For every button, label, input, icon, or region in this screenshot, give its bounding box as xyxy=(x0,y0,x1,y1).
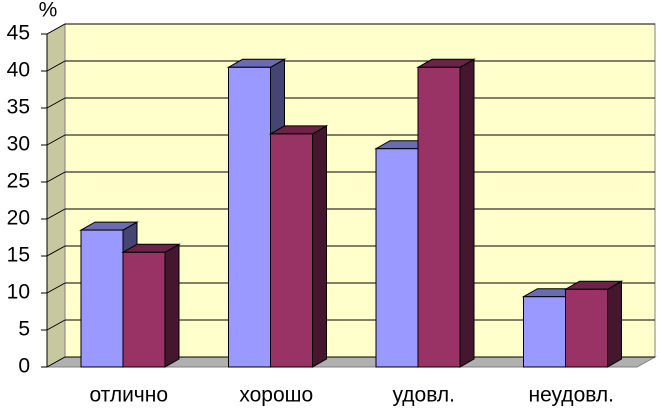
bar-side xyxy=(607,280,622,368)
bar-side xyxy=(459,58,475,368)
y-tick-label: 35 xyxy=(7,96,30,119)
y-tick-label: 25 xyxy=(7,170,30,193)
grid-line xyxy=(46,208,66,220)
y-tick-label: 15 xyxy=(7,244,30,267)
bar xyxy=(270,133,313,368)
y-tick-label: 40 xyxy=(7,59,30,82)
side-wall xyxy=(46,23,66,368)
bar xyxy=(417,66,461,368)
y-tick-label: 20 xyxy=(7,207,30,230)
grid-line xyxy=(46,282,66,294)
bar xyxy=(80,229,124,368)
x-tick-label: хорошо xyxy=(239,384,313,407)
bar-side xyxy=(164,243,180,368)
bar xyxy=(228,66,271,368)
grid-line xyxy=(46,60,66,72)
bar-side xyxy=(312,125,327,368)
y-tick-label: 30 xyxy=(7,133,30,156)
x-tick-label: отлично xyxy=(89,384,168,407)
y-tick-label: 0 xyxy=(18,355,30,378)
bar xyxy=(523,296,566,368)
x-tick-label: удовл. xyxy=(393,384,456,407)
grid-line xyxy=(46,356,66,368)
grid-line xyxy=(46,97,66,109)
grid-line xyxy=(46,245,66,257)
x-tick-label: неудовл. xyxy=(528,384,614,407)
bar xyxy=(375,148,419,368)
bar xyxy=(565,288,608,368)
y-axis-label: % xyxy=(39,0,58,22)
bar xyxy=(122,251,166,368)
grid-line xyxy=(46,319,66,331)
y-tick-label: 10 xyxy=(7,281,30,304)
grid-line xyxy=(46,171,66,183)
y-tick-label: 5 xyxy=(18,318,30,341)
grid-line xyxy=(46,134,66,146)
grid-line xyxy=(46,23,66,35)
y-tick-label: 45 xyxy=(7,22,30,45)
